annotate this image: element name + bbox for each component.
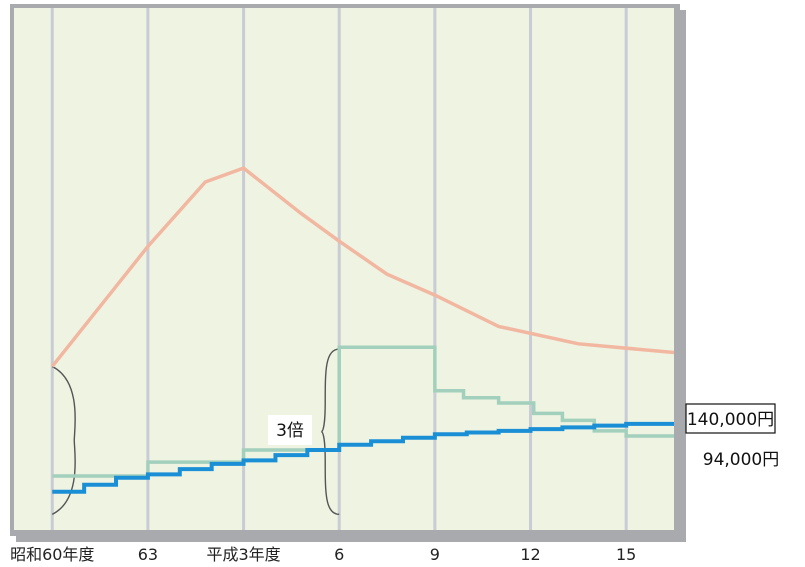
end-label-94000: 94,000円 — [703, 450, 779, 470]
x-tick-labels: 昭和60年度 63 平成3年度 6 9 12 15 — [10, 545, 636, 564]
x-tick-label: 6 — [334, 545, 344, 564]
annotation-3x-label: 3倍 — [276, 421, 304, 441]
annotation-3x: 3倍 — [268, 415, 312, 445]
x-tick-label: 9 — [430, 545, 440, 564]
series-blue-line — [52, 421, 674, 494]
end-label-140000-box — [685, 403, 776, 434]
plot-area — [14, 8, 674, 530]
x-tick-label: 63 — [138, 545, 158, 564]
x-tick-label: 平成3年度 — [206, 545, 280, 564]
series-peak-line — [50, 166, 675, 368]
end-label-140000-text: 140,000円 — [687, 410, 774, 430]
series-group — [50, 166, 675, 494]
end-label-140000: 140,000円 — [685, 403, 776, 434]
x-tick-label: 昭和60年度 — [10, 545, 94, 564]
x-tick-label: 15 — [616, 545, 636, 564]
x-tick-label: 12 — [520, 545, 540, 564]
annotation-3x-bg — [268, 415, 312, 445]
